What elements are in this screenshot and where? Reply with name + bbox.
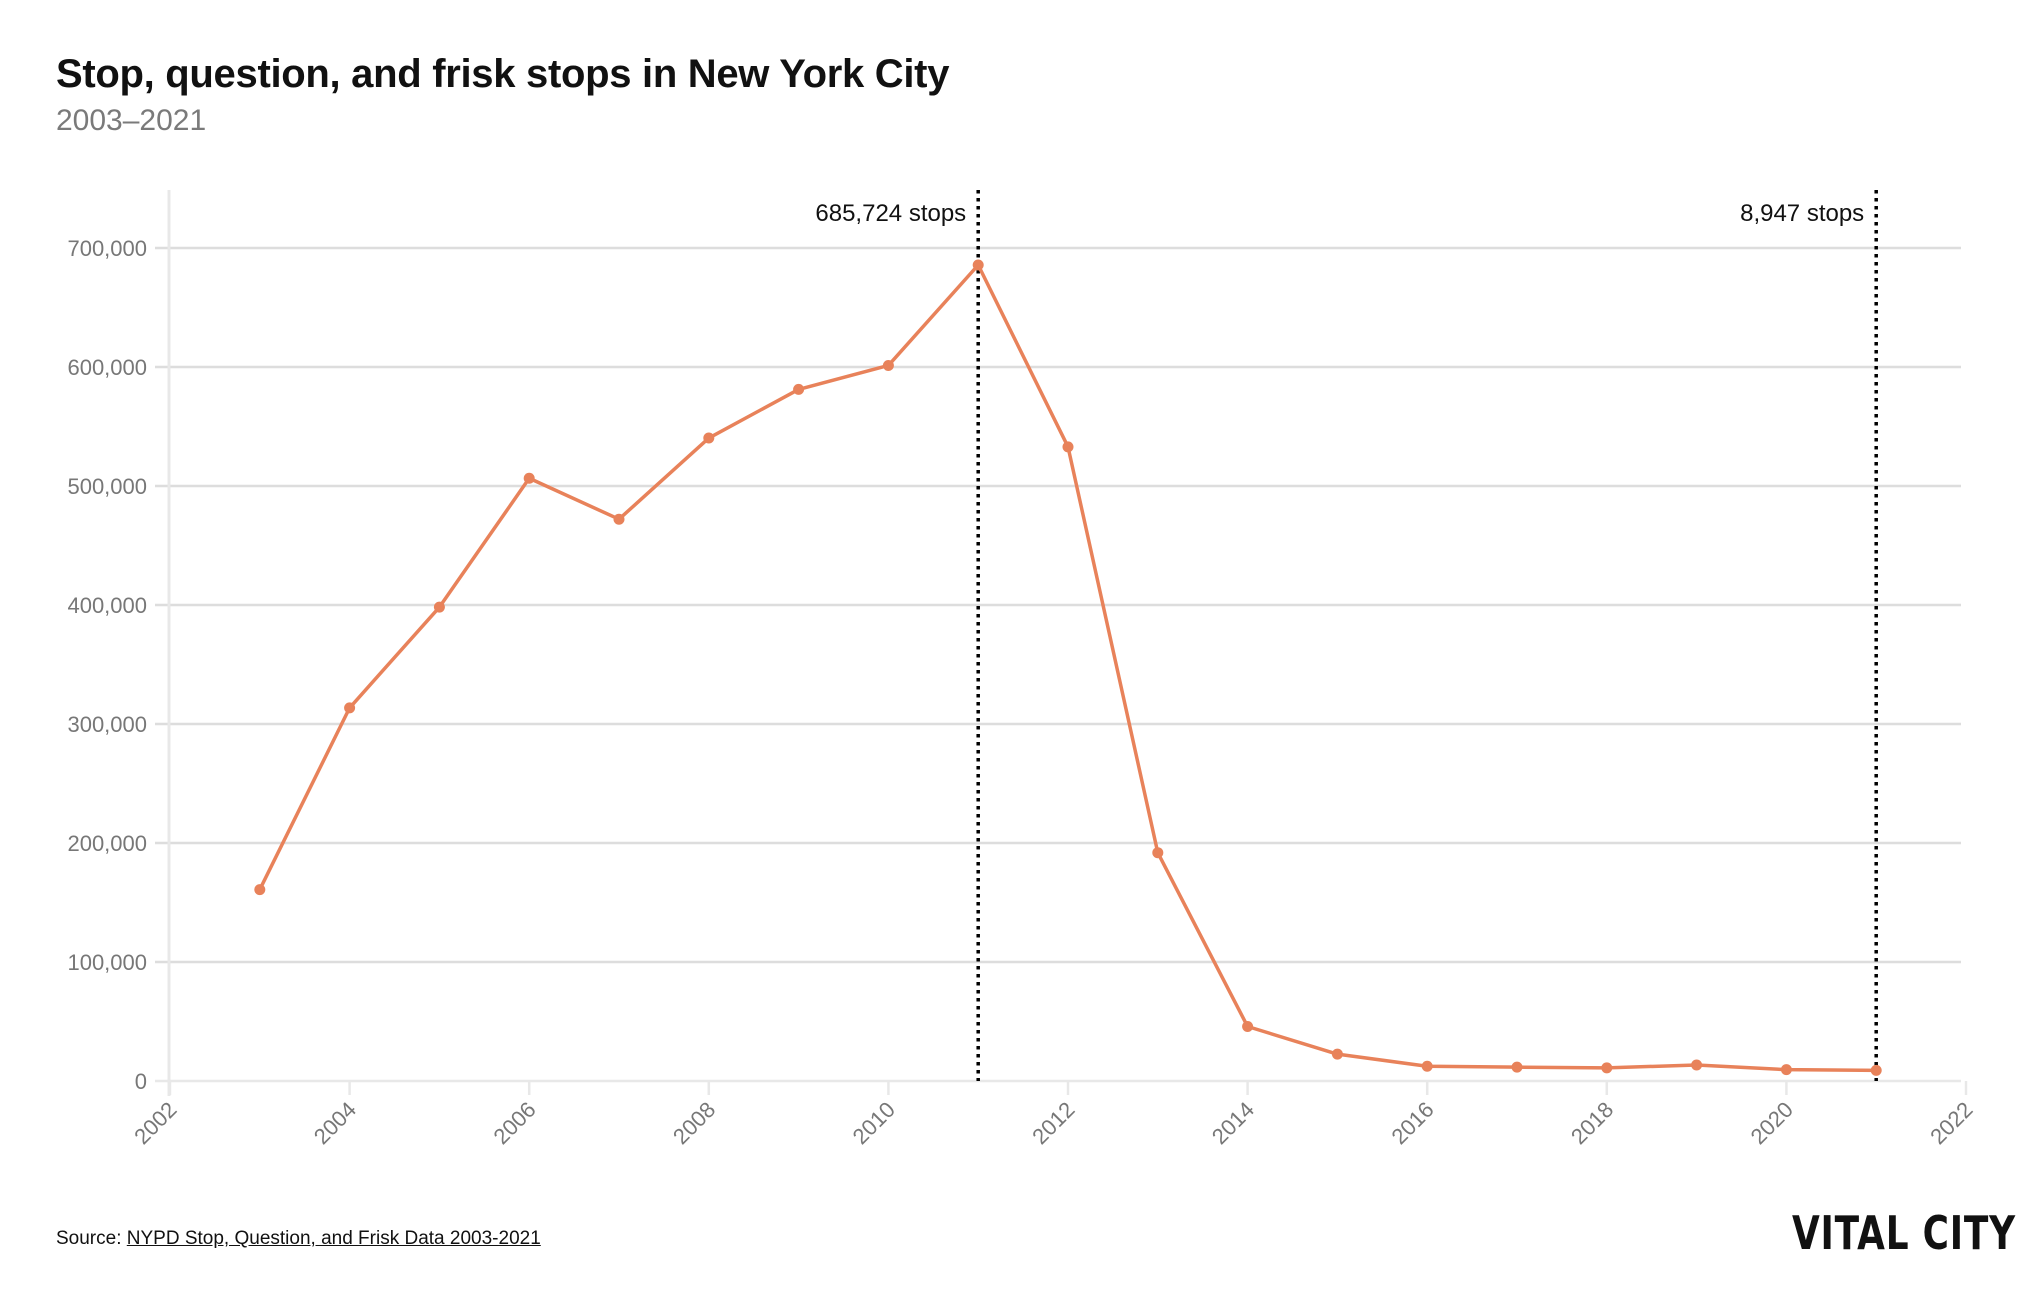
vital-city-logo: VITAL CITY — [1792, 1206, 2016, 1260]
data-point[interactable] — [703, 432, 715, 444]
data-point[interactable] — [344, 702, 356, 714]
x-tick-label: 2002 — [129, 1097, 181, 1149]
source-note: Source: NYPD Stop, Question, and Frisk D… — [56, 1228, 541, 1250]
data-series — [254, 259, 1882, 1076]
y-tick-label: 300,000 — [67, 712, 147, 737]
source-link[interactable]: NYPD Stop, Question, and Frisk Data 2003… — [126, 1228, 541, 1249]
annotation-label: 8,947 stops — [1740, 200, 1864, 227]
data-point[interactable] — [1601, 1062, 1613, 1074]
gridlines — [155, 246, 1961, 1083]
y-tick-label: 500,000 — [67, 474, 147, 499]
data-point[interactable] — [1152, 847, 1164, 859]
data-point[interactable] — [1421, 1060, 1433, 1072]
annotations: 685,724 stops 8,947 stops — [815, 190, 1878, 1081]
y-tick-label: 100,000 — [67, 950, 147, 975]
x-tick-label: 2004 — [309, 1097, 361, 1149]
data-point[interactable] — [1691, 1059, 1703, 1071]
y-tick-label: 600,000 — [67, 355, 147, 380]
x-tick-label: 2014 — [1207, 1097, 1259, 1149]
y-tick-label: 700,000 — [67, 236, 147, 261]
data-point[interactable] — [523, 472, 535, 484]
data-point[interactable] — [613, 513, 625, 525]
data-point[interactable] — [882, 359, 894, 371]
data-point[interactable] — [1780, 1064, 1792, 1076]
x-tick-label: 2020 — [1746, 1097, 1798, 1149]
y-tick-label: 0 — [135, 1069, 147, 1094]
data-point[interactable] — [1511, 1061, 1523, 1073]
data-point[interactable] — [1062, 441, 1074, 453]
x-tick-label: 2008 — [668, 1097, 720, 1149]
annotation-label: 685,724 stops — [815, 200, 966, 227]
x-tick-label: 2010 — [848, 1097, 900, 1149]
y-axis-ticks: 0 100,000 200,000 300,000 400,000 500,000 600,… — [67, 236, 147, 1094]
series-line — [258, 263, 1877, 1073]
x-tick-label: 2016 — [1386, 1097, 1438, 1149]
data-point[interactable] — [254, 884, 266, 896]
data-point[interactable] — [433, 601, 445, 613]
y-tick-label: 200,000 — [67, 831, 147, 856]
x-tick-label: 2018 — [1566, 1097, 1618, 1149]
data-point[interactable] — [1242, 1021, 1254, 1033]
x-tick-label: 2012 — [1027, 1097, 1079, 1149]
data-point[interactable] — [1870, 1064, 1882, 1076]
chart-title: Stop, question, and frisk stops in New Y… — [56, 52, 950, 96]
x-axis-ticks: 2002 2004 2006 2008 2010 2012 2014 2016 2018 2020… — [129, 1081, 1978, 1149]
data-point[interactable] — [1331, 1048, 1343, 1060]
chart-subtitle: 2003–2021 — [56, 104, 207, 137]
data-point[interactable] — [793, 383, 805, 395]
y-tick-label: 400,000 — [67, 593, 147, 618]
source-prefix: Source: — [56, 1228, 127, 1249]
x-tick-label: 2022 — [1925, 1097, 1977, 1149]
data-point[interactable] — [972, 259, 984, 271]
x-tick-label: 2006 — [488, 1097, 540, 1149]
